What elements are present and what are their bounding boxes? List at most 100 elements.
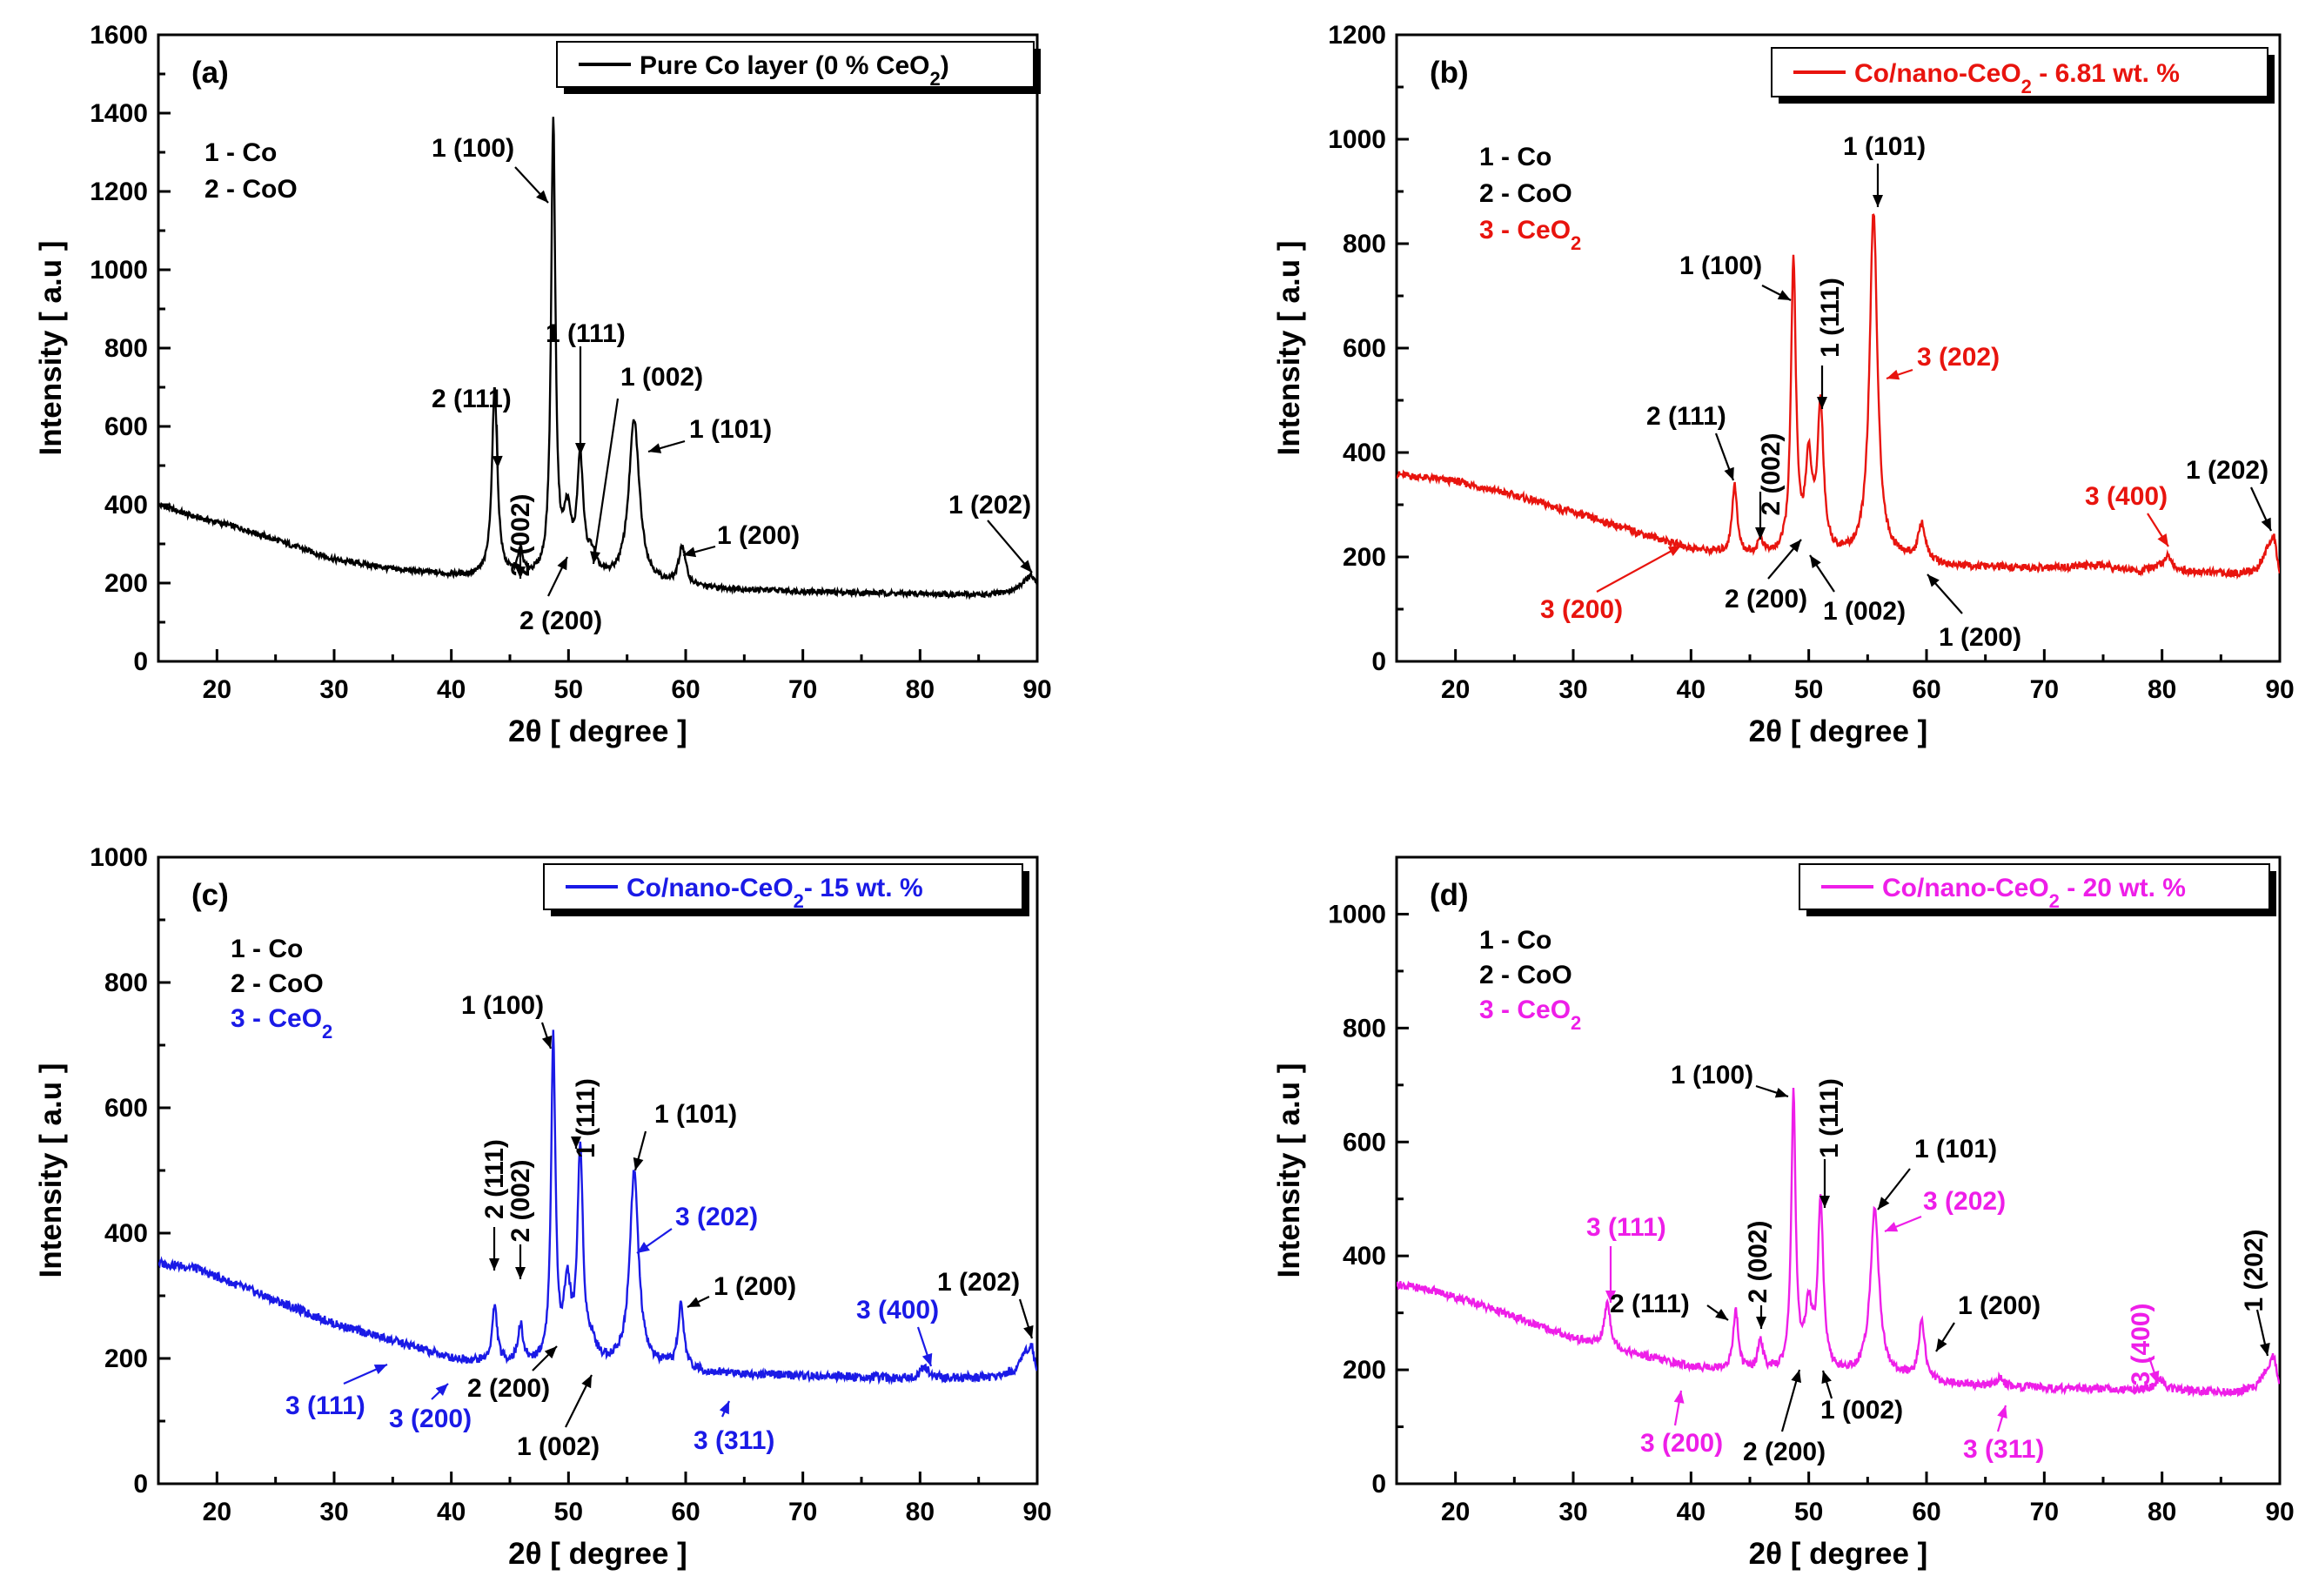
peak-label-2-002: 2 (002) — [1744, 1220, 1773, 1303]
legend-label: Co/nano-CeO2- 15 wt. % — [627, 874, 923, 912]
annotation-arrowhead — [1885, 1222, 1899, 1232]
y-tick-label: 800 — [1343, 1014, 1386, 1043]
legend-label: Co/nano-CeO2 - 6.81 wt. % — [1854, 59, 2180, 97]
panel-label: (d) — [1430, 878, 1469, 912]
x-tick-label: 60 — [671, 1498, 700, 1526]
annotation-arrowhead — [1774, 1087, 1788, 1098]
legend-box — [556, 41, 1035, 88]
panel-label: (a) — [191, 56, 229, 90]
annotation-arrowhead — [1873, 195, 1883, 207]
xrd-series-line — [158, 1029, 1037, 1385]
annotation-arrowhead — [648, 443, 662, 453]
annotation-arrowhead — [536, 190, 548, 203]
x-tick-label: 70 — [788, 1498, 817, 1526]
x-tick-label: 30 — [1558, 675, 1587, 704]
y-axis-title: Intensity [ a.u ] — [34, 241, 68, 456]
y-tick-label: 0 — [133, 1470, 148, 1499]
y-tick-label: 800 — [1343, 230, 1386, 258]
annotation-arrowhead — [637, 1242, 650, 1253]
phase-key-1: 1 - Co — [204, 138, 277, 167]
x-tick-label: 70 — [2030, 1498, 2059, 1526]
peak-label-2-200: 2 (200) — [519, 607, 602, 635]
x-tick-label: 80 — [2148, 675, 2176, 704]
phase-key-2: 2 - CoO — [231, 969, 324, 998]
peak-label-1-202: 1 (202) — [2240, 1229, 2268, 1311]
x-tick-label: 90 — [2265, 1498, 2294, 1526]
x-axis-title: 2θ [ degree ] — [1749, 714, 1928, 748]
annotation-arrowhead — [581, 1375, 592, 1389]
peak-label-3-202: 3 (202) — [1917, 343, 2000, 372]
peak-label-1-111: 1 (111) — [1815, 1078, 1844, 1158]
x-tick-label: 30 — [319, 675, 348, 704]
peak-label-1-202: 1 (202) — [2186, 456, 2268, 485]
x-tick-label: 60 — [1912, 675, 1940, 704]
panel-label: (b) — [1430, 56, 1469, 90]
peak-label-3-111: 3 (111) — [1586, 1213, 1666, 1242]
annotation-arrowhead — [1023, 1324, 1034, 1338]
peak-label-2-200: 2 (200) — [467, 1374, 550, 1403]
annotation-arrow — [592, 398, 620, 565]
peak-label-2-111: 2 (111) — [1646, 402, 1726, 431]
y-tick-label: 1600 — [90, 21, 148, 50]
annotation-arrowhead — [1927, 574, 1940, 587]
annotation-arrowhead — [1886, 369, 1900, 380]
panel-c: 20 30 40 50 60 70 80 90 0 200 400 600 800 1000 2θ [ de… — [34, 843, 1052, 1571]
y-tick-label: 200 — [1343, 1356, 1386, 1385]
peak-label-1-200: 1 (200) — [717, 521, 800, 550]
x-tick-label: 40 — [437, 675, 466, 704]
panel-a: 20 30 40 50 60 70 80 90 0 200 400 600 800 1000 1200 140… — [34, 21, 1052, 748]
y-tick-label: 800 — [104, 334, 148, 363]
annotation-arrowhead — [1715, 1309, 1728, 1320]
x-tick-label: 20 — [203, 1498, 231, 1526]
annotation-arrowhead — [719, 1401, 729, 1415]
x-tick-label: 30 — [319, 1498, 348, 1526]
peak-label-1-002: 1 (002) — [517, 1432, 600, 1461]
peak-label-1-100: 1 (100) — [1679, 251, 1762, 280]
x-tick-label: 50 — [1794, 675, 1823, 704]
annotation-arrowhead — [541, 1035, 553, 1049]
x-axis-title: 2θ [ degree ] — [508, 714, 687, 748]
annotation-arrowhead — [373, 1365, 387, 1375]
x-tick-label: 80 — [906, 1498, 935, 1526]
x-tick-label: 40 — [1677, 675, 1706, 704]
y-axis-title: Intensity [ a.u ] — [1272, 241, 1306, 456]
plot-frame — [1395, 855, 2282, 1485]
peak-label-3-200: 3 (200) — [1640, 1429, 1723, 1458]
phase-key-2: 2 - CoO — [1479, 961, 1572, 989]
y-tick-label: 400 — [104, 1219, 148, 1248]
x-tick-label: 90 — [1022, 1498, 1051, 1526]
x-tick-label: 60 — [671, 675, 700, 704]
peak-label-1-002: 1 (002) — [1823, 597, 1906, 626]
annotation-arrowhead — [590, 551, 600, 564]
y-tick-label: 600 — [104, 1094, 148, 1123]
annotation-arrowhead — [571, 1137, 581, 1149]
peak-label-1-200: 1 (200) — [714, 1272, 796, 1301]
x-axis-title: 2θ [ degree ] — [508, 1537, 687, 1571]
annotation-arrowhead — [492, 455, 503, 468]
annotation-arrowhead — [1936, 1338, 1947, 1351]
peak-label-3-400: 3 (400) — [2127, 1303, 2155, 1385]
legend-box — [1799, 863, 2270, 910]
annotation-arrowhead — [1821, 1371, 1832, 1385]
peak-label-3-202: 3 (202) — [675, 1203, 758, 1231]
y-axis-title: Intensity [ a.u ] — [34, 1063, 68, 1278]
peak-label-1-101: 1 (101) — [1843, 132, 1926, 161]
y-tick-label: 400 — [1343, 439, 1386, 467]
y-tick-label: 0 — [133, 647, 148, 676]
peak-label-1-101: 1 (101) — [1914, 1135, 1997, 1163]
peak-label-1-202: 1 (202) — [948, 491, 1031, 520]
y-tick-label: 400 — [104, 491, 148, 520]
annotation-arrowhead — [1673, 1391, 1685, 1404]
annotation-arrowhead — [2261, 517, 2271, 531]
annotation-arrowhead — [1667, 546, 1681, 556]
x-tick-label: 40 — [437, 1498, 466, 1526]
annotation-arrowhead — [687, 1297, 701, 1307]
x-tick-label: 20 — [1441, 675, 1470, 704]
x-tick-label: 90 — [2265, 675, 2294, 704]
y-tick-label: 0 — [1371, 647, 1386, 676]
peak-label-1-101: 1 (101) — [689, 415, 772, 444]
y-tick-label: 600 — [1343, 334, 1386, 363]
peak-label-1-202: 1 (202) — [937, 1268, 1020, 1297]
y-tick-label: 800 — [104, 969, 148, 997]
